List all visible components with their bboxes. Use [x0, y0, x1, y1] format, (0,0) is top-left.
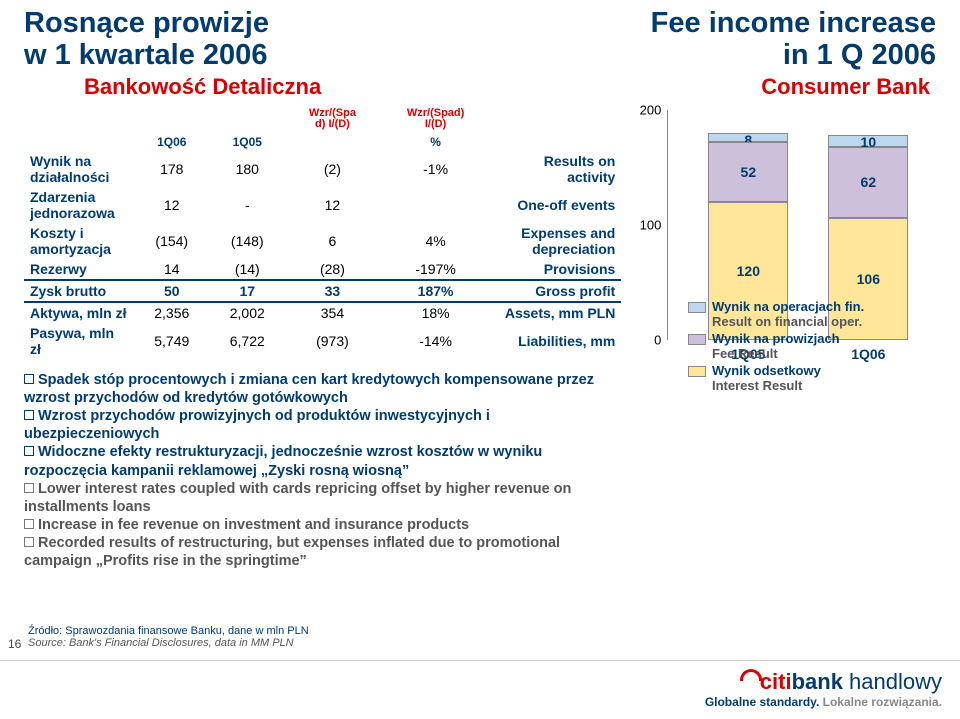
table-row: Rezerwy14(14)(28)-197%Provisions — [24, 259, 621, 280]
source-pl: Źródło: Sprawozdania finansowe Banku, da… — [28, 625, 309, 637]
data-table: Wzr/(Spad) I/(D)Wzr/(Spad)I/(D)1Q061Q05%… — [24, 106, 621, 359]
footer-divider — [0, 660, 960, 661]
subtitle-row: Bankowość Detaliczna Consumer Bank — [24, 74, 936, 100]
table-row: Aktywa, mln zł2,3562,00235418%Assets, mm… — [24, 302, 621, 323]
table-row: Pasywa, mln zł5,7496,722(973)-14%Liabili… — [24, 323, 621, 359]
legend-item: Wynik na operacjach fin.Result on financ… — [688, 300, 948, 330]
title-left: Rosnące prowizje w 1 kwartale 2006 — [24, 8, 269, 72]
bullet-pl: Spadek stóp procentowych i zmiana cen ka… — [24, 371, 614, 407]
legend-item: Wynik na prowizjachFee Result — [688, 332, 948, 362]
page-number: 16 — [8, 637, 21, 651]
table-row: Zysk brutto501733187%Gross profit — [24, 280, 621, 302]
bullet-en: Recorded results of restructuring, but e… — [24, 534, 614, 570]
bullet-pl: Widoczne efekty restrukturyzacji, jednoc… — [24, 443, 614, 479]
table-row: Zdarzenia jednorazowa12-12One-off events — [24, 187, 621, 223]
source-en: Source: Bank's Financial Disclosures, da… — [28, 637, 309, 649]
table-row: Koszty i amortyzacja(154)(148)64%Expense… — [24, 223, 621, 259]
logo-text: citibank handlowy — [705, 669, 942, 695]
title-right: Fee income increase in 1 Q 2006 — [651, 8, 936, 72]
subtitle-left: Bankowość Detaliczna — [84, 74, 321, 100]
title-row: Rosnące prowizje w 1 kwartale 2006 Fee i… — [24, 8, 936, 72]
table-row: Wynik na działalności178180(2)-1%Results… — [24, 151, 621, 187]
bullet-en: Lower interest rates coupled with cards … — [24, 480, 614, 516]
legend-item: Wynik odsetkowyInterest Result — [688, 364, 948, 394]
source-footer: Źródło: Sprawozdania finansowe Banku, da… — [28, 625, 309, 649]
subtitle-right: Consumer Bank — [761, 74, 930, 100]
bullets: Spadek stóp procentowych i zmiana cen ka… — [24, 371, 614, 570]
chart-legend: Wynik na operacjach fin.Result on financ… — [688, 300, 948, 396]
logo-tagline: Globalne standardy. Lokalne rozwiązania. — [705, 695, 942, 709]
bullet-en: Increase in fee revenue on investment an… — [24, 516, 614, 534]
brand-logo: citibank handlowy Globalne standardy. Lo… — [705, 669, 942, 709]
bullet-pl: Wzrost przychodów prowizyjnych od produk… — [24, 407, 614, 443]
logo-arc-icon — [740, 669, 762, 681]
